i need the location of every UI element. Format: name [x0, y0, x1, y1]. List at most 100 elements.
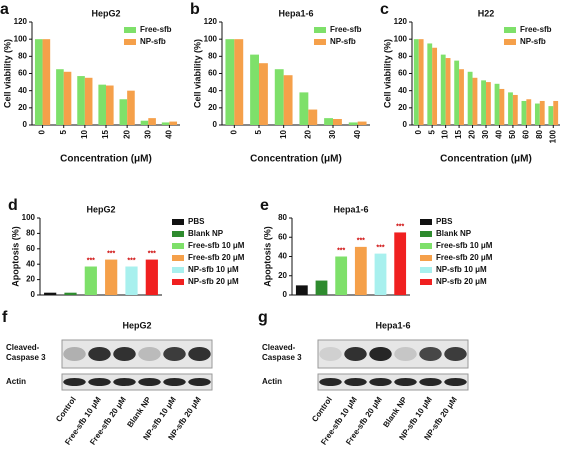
- blot-band: [369, 347, 392, 361]
- bar: [250, 54, 259, 125]
- panel-letter: c: [380, 1, 389, 18]
- lane-label: Control: [310, 395, 334, 423]
- chart-title: Hepa1-6: [278, 8, 313, 18]
- legend-swatch: [314, 27, 326, 33]
- blot-band: [63, 378, 86, 386]
- bar: [454, 60, 460, 125]
- legend-swatch: [172, 279, 184, 285]
- blot-band: [138, 378, 161, 386]
- x-tick-label: 5: [427, 129, 436, 134]
- x-tick-label: 30: [143, 129, 152, 138]
- bar: [333, 118, 342, 125]
- y-tick-label: 20: [278, 271, 287, 280]
- legend-swatch: [420, 243, 432, 249]
- legend-label: PBS: [188, 217, 205, 226]
- bar: [98, 84, 106, 125]
- significance: ***: [107, 250, 115, 257]
- bar: [274, 69, 284, 125]
- legend-label: Free-sfb 20 μM: [188, 253, 245, 262]
- bar: [299, 92, 309, 125]
- bar: [526, 99, 532, 125]
- y-tick-label: 40: [278, 252, 287, 261]
- bar: [283, 75, 293, 125]
- y-tick-label: 80: [278, 213, 287, 222]
- bar: [521, 100, 527, 125]
- x-tick-label: 80: [535, 129, 544, 138]
- legend-label: Blank NP: [188, 229, 224, 238]
- legend-swatch: [314, 39, 326, 45]
- x-tick-label: 0: [229, 129, 238, 134]
- row-label: Actin: [262, 377, 282, 386]
- significance: ***: [127, 257, 135, 264]
- x-axis-label: Concentration (μM): [250, 154, 342, 165]
- significance: ***: [396, 223, 404, 230]
- blot-band: [394, 347, 417, 361]
- bar: [394, 232, 407, 295]
- bar: [467, 71, 473, 125]
- blot-band: [344, 347, 367, 361]
- legend-swatch: [504, 39, 516, 45]
- legend-label: NP-sfb: [140, 37, 166, 46]
- bar: [34, 39, 43, 125]
- blot-band: [188, 347, 211, 361]
- blot-band: [88, 347, 111, 361]
- y-tick-label: 20: [398, 103, 407, 112]
- bar: [169, 121, 178, 125]
- x-tick-label: 10: [441, 129, 450, 138]
- y-tick-label: 40: [208, 86, 217, 95]
- y-tick-label: 100: [14, 34, 28, 43]
- blot-band: [319, 378, 342, 386]
- y-tick-label: 20: [18, 103, 27, 112]
- y-tick-label: 120: [14, 17, 28, 26]
- legend-swatch: [420, 267, 432, 273]
- bar: [140, 120, 149, 125]
- x-tick-label: 15: [101, 129, 110, 138]
- x-tick-label: 5: [59, 129, 68, 134]
- blot-band: [163, 347, 186, 361]
- significance: ***: [87, 257, 95, 264]
- bar: [499, 88, 505, 125]
- x-tick-label: 40: [495, 129, 504, 138]
- legend-label: Free-sfb: [520, 25, 552, 34]
- legend-swatch: [172, 219, 184, 225]
- x-tick-label: 20: [468, 129, 477, 138]
- blot-band: [138, 347, 161, 361]
- chart-title: Hepa1-6: [333, 204, 368, 214]
- y-tick-label: 40: [18, 86, 27, 95]
- y-tick-label: 40: [26, 259, 35, 268]
- blot-title: Hepa1-6: [375, 320, 410, 330]
- legend-swatch: [124, 27, 136, 33]
- bar: [374, 253, 387, 295]
- legend-label: Free-sfb 20 μM: [436, 253, 493, 262]
- bar: [225, 39, 235, 125]
- x-tick-label: 10: [279, 129, 288, 138]
- legend-swatch: [172, 243, 184, 249]
- row-label: Actin: [6, 377, 26, 386]
- blot-title: HepG2: [122, 320, 151, 330]
- legend-label: NP-sfb 20 μM: [436, 277, 487, 286]
- significance: ***: [148, 250, 156, 257]
- bar: [508, 92, 513, 125]
- legend-label: NP-sfb 10 μM: [436, 265, 487, 274]
- row-label: Cleaved-: [6, 343, 40, 352]
- bar: [84, 77, 93, 125]
- bar: [77, 76, 85, 125]
- bar: [427, 43, 433, 126]
- legend-label: NP-sfb 20 μM: [188, 277, 239, 286]
- significance: ***: [376, 244, 384, 251]
- blot-band: [113, 378, 136, 386]
- y-tick-label: 0: [23, 120, 28, 129]
- significance: ***: [337, 247, 345, 254]
- y-tick-label: 60: [18, 69, 27, 78]
- bar: [539, 100, 545, 125]
- lane-label: Blank NP: [125, 395, 153, 429]
- y-tick-label: 120: [394, 17, 408, 26]
- legend-swatch: [504, 27, 516, 33]
- blot-band: [163, 378, 186, 386]
- y-tick-label: 100: [204, 34, 218, 43]
- bar: [145, 259, 158, 295]
- bar: [418, 39, 424, 125]
- bar: [472, 77, 478, 125]
- y-tick-label: 20: [208, 103, 217, 112]
- y-axis-label: Cell viability (%): [192, 39, 202, 108]
